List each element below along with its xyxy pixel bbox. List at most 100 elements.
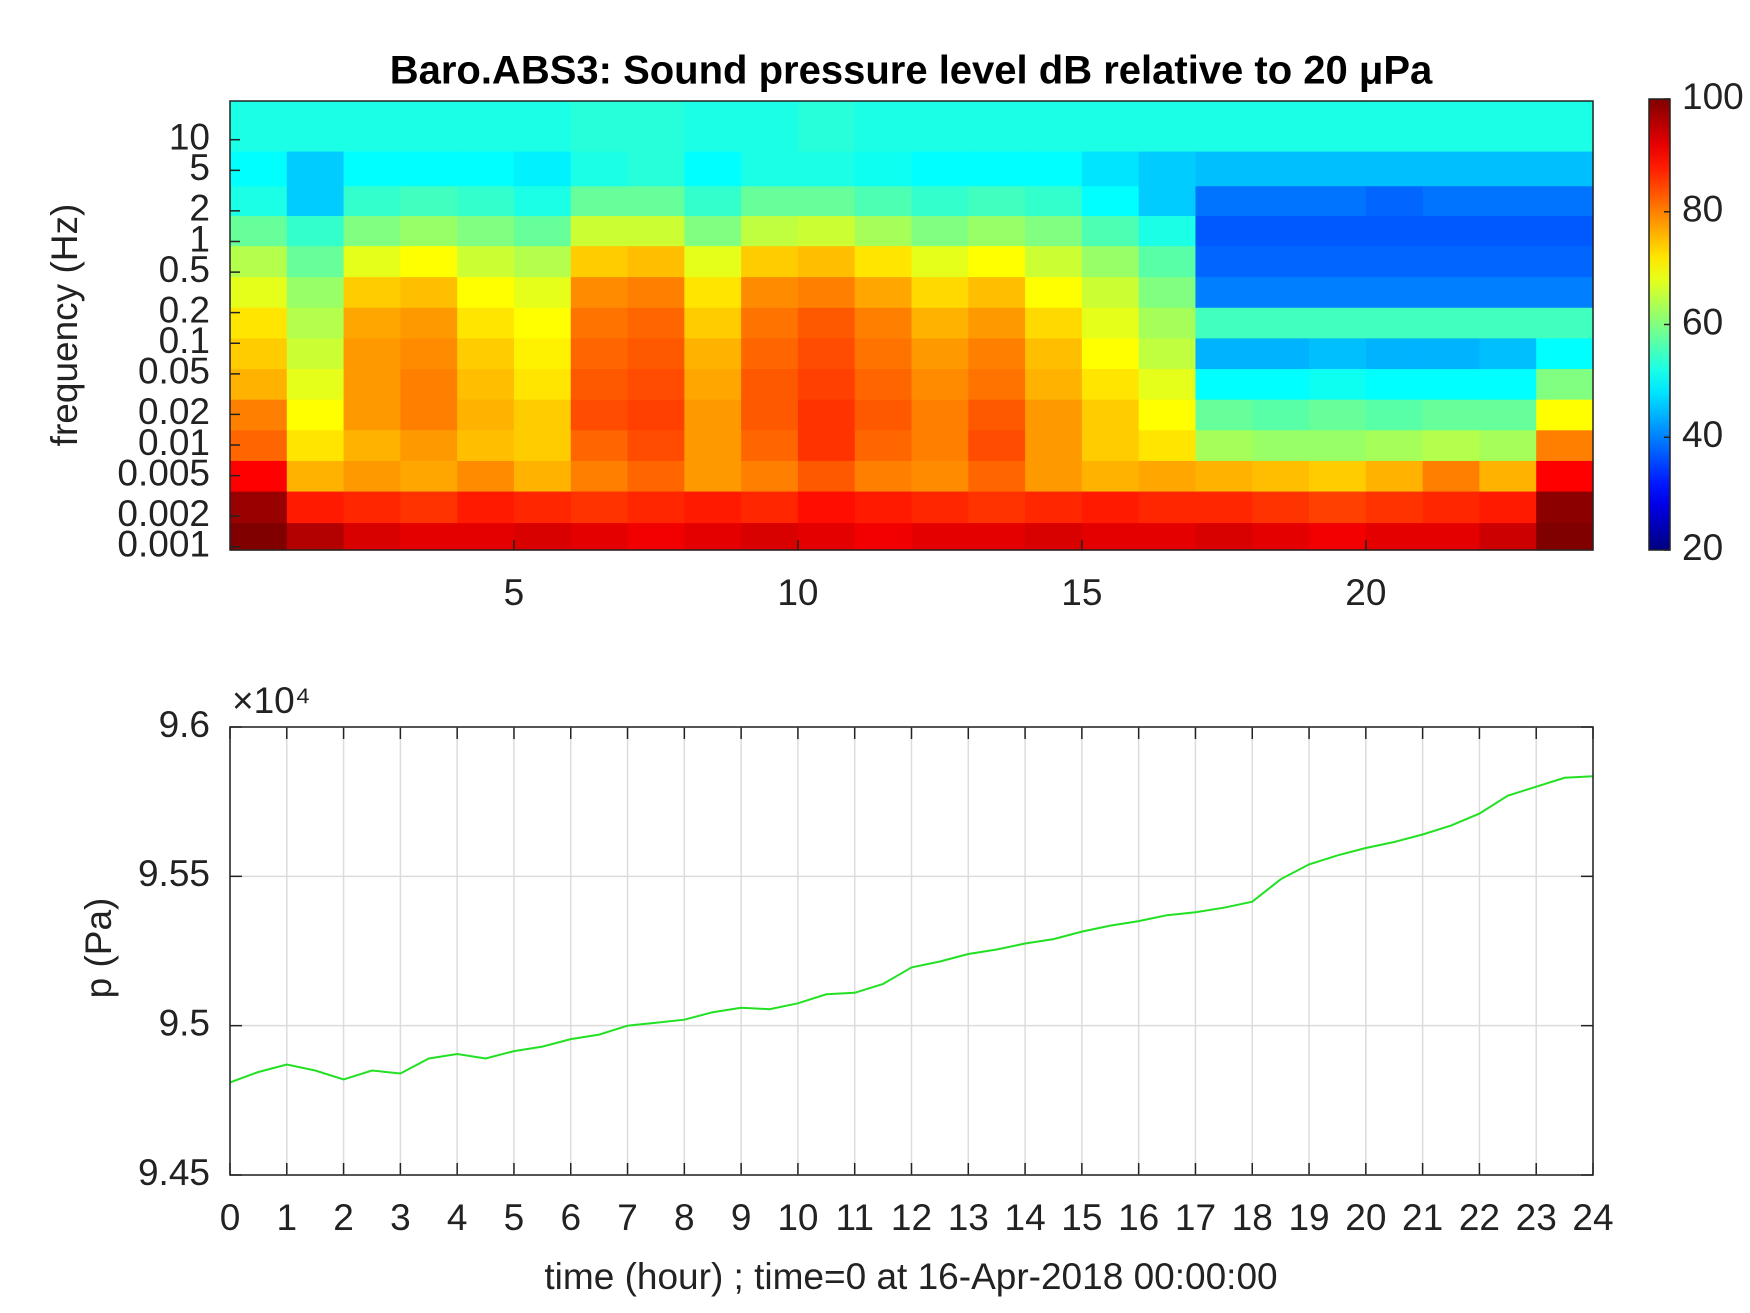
heat-cell [513, 460, 572, 492]
heat-cell [684, 150, 742, 187]
heat-cell [1138, 150, 1197, 187]
x-tick-label: 20 [1345, 1197, 1386, 1238]
heat-cell [854, 399, 913, 431]
heat-cell [741, 337, 799, 370]
heat-cell [1252, 522, 1310, 551]
heat-cell [968, 215, 1026, 247]
heat-cell [343, 460, 401, 492]
heat-cell [968, 522, 1026, 551]
heat-cell [1536, 522, 1594, 551]
heat-cell [1365, 215, 1424, 247]
heat-cell [570, 490, 629, 524]
heat-cell [741, 399, 799, 431]
heat-cell [854, 337, 913, 370]
heat-cell [1536, 399, 1594, 431]
heat-cell [911, 522, 969, 551]
heat-cell [1025, 490, 1083, 524]
heat-cell [1081, 337, 1140, 370]
heat-cell [741, 460, 799, 492]
y-tick-label: 9.6 [159, 704, 210, 745]
heat-cell [1422, 460, 1481, 492]
heat-cell [1422, 368, 1481, 400]
heat-cell [1479, 368, 1537, 400]
heat-cell [854, 490, 913, 524]
heat-cell [684, 245, 742, 278]
heat-cell [343, 245, 401, 278]
heat-cell [343, 276, 401, 308]
colorbar-tick-label: 80 [1682, 189, 1723, 230]
heat-cell [1252, 185, 1310, 217]
heat-cell [1081, 185, 1140, 217]
chart-title: Baro.ABS3: Sound pressure level dB relat… [390, 49, 1433, 93]
y-tick-label: 2 [189, 188, 210, 229]
heat-cell [230, 337, 288, 370]
heat-cell [286, 185, 345, 217]
heat-cell [741, 215, 799, 247]
heat-cell [570, 276, 629, 308]
heat-cell [343, 337, 401, 370]
heat-cell [797, 522, 856, 551]
heat-cell [1536, 429, 1594, 461]
heat-cell [1479, 245, 1537, 278]
heat-cell [1081, 368, 1140, 400]
x-axis-label: time (hour) ; time=0 at 16-Apr-2018 00:0… [544, 1256, 1277, 1297]
heat-cell [457, 368, 515, 400]
heat-cell [570, 399, 629, 431]
heat-cell [627, 399, 685, 431]
heat-cell [684, 337, 742, 370]
heat-cell [911, 429, 969, 461]
heat-cell [457, 307, 515, 339]
heat-cell [1309, 368, 1367, 400]
heat-cell [854, 429, 913, 461]
heat-cell [627, 276, 685, 308]
heat-cell [911, 490, 969, 524]
heat-cell [1365, 368, 1424, 400]
heat-cell [684, 101, 742, 152]
heat-cell [1536, 368, 1594, 400]
heat-cell [513, 101, 572, 152]
heat-cell [1081, 460, 1140, 492]
heat-cell [513, 276, 572, 308]
x-tick-label: 15 [1061, 1197, 1102, 1238]
heat-cell [1195, 399, 1253, 431]
heat-cell [400, 460, 458, 492]
heat-cell [1536, 276, 1594, 308]
heat-cell [627, 150, 685, 187]
heat-cell [570, 368, 629, 400]
heat-cell [1536, 460, 1594, 492]
heat-cell [684, 522, 742, 551]
heat-cell [513, 399, 572, 431]
heat-cell [1365, 490, 1424, 524]
heat-cell [684, 490, 742, 524]
x-tick-label: 2 [333, 1197, 354, 1238]
heat-cell [1252, 307, 1310, 339]
heat-cell [1195, 337, 1253, 370]
heat-cell [457, 276, 515, 308]
heat-cell [1422, 522, 1481, 551]
heat-cell [343, 368, 401, 400]
y-tick-label: 0.001 [117, 524, 210, 565]
heat-cell [1479, 150, 1537, 187]
heat-cell [1081, 101, 1140, 152]
heat-cell [1365, 307, 1424, 339]
heat-cell [230, 307, 288, 339]
heat-cell [1479, 460, 1537, 492]
heat-cell [854, 460, 913, 492]
heat-cell [854, 368, 913, 400]
x-tick-label: 0 [220, 1197, 241, 1238]
heat-cell [797, 215, 856, 247]
heat-cell [911, 307, 969, 339]
heat-cell [343, 215, 401, 247]
heat-cell [1536, 215, 1594, 247]
heat-cell [230, 490, 288, 524]
x-tick-label: 23 [1516, 1197, 1557, 1238]
heat-cell [1365, 429, 1424, 461]
heat-cell [627, 185, 685, 217]
heat-cell [741, 276, 799, 308]
heat-cell [1025, 337, 1083, 370]
x-tick-label: 4 [447, 1197, 468, 1238]
heat-cell [1422, 150, 1481, 187]
heat-cell [797, 307, 856, 339]
heat-cell [684, 215, 742, 247]
heat-cell [741, 490, 799, 524]
